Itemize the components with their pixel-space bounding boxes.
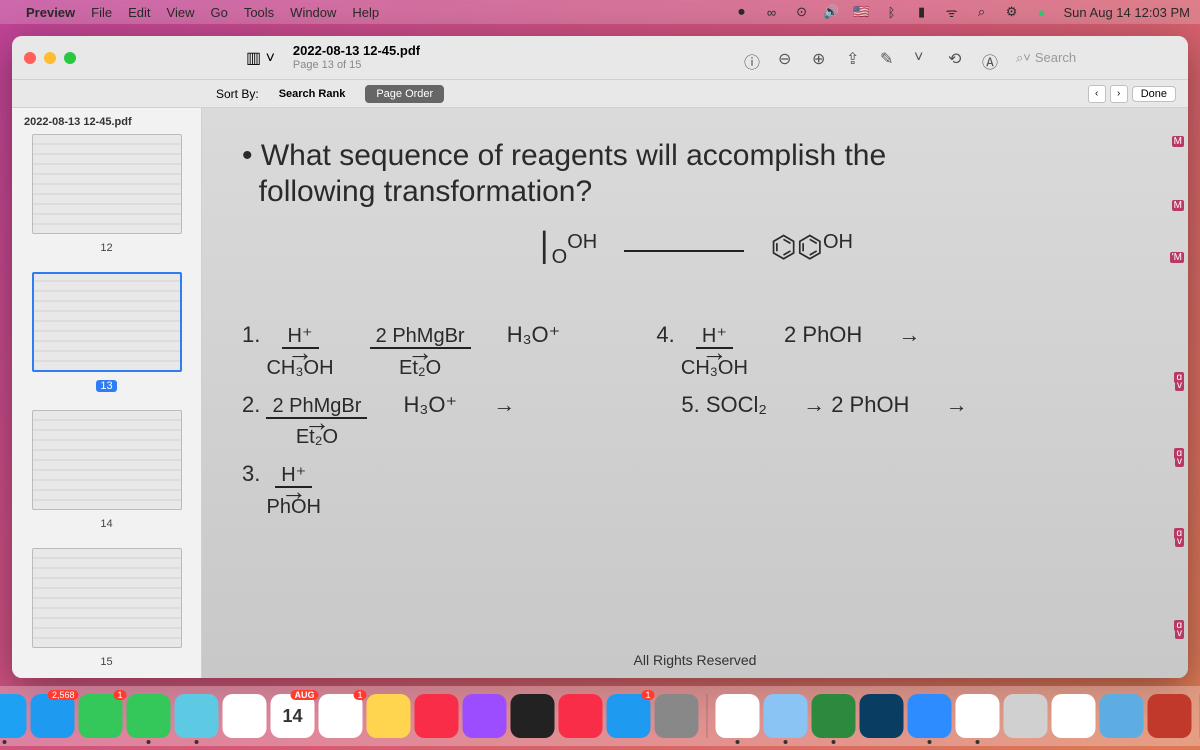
menu-view[interactable]: View — [167, 5, 195, 20]
minimize-button[interactable] — [44, 52, 56, 64]
dock-tv[interactable] — [511, 694, 555, 738]
footer-text: All Rights Reserved — [634, 652, 757, 668]
sort-label: Sort By: — [216, 87, 259, 101]
spotlight-icon[interactable]: ⌕ — [974, 4, 990, 20]
dock-photos[interactable] — [223, 694, 267, 738]
menu-window[interactable]: Window — [290, 5, 336, 20]
dock-palette[interactable] — [1052, 694, 1096, 738]
answer-options: 1. H⁺→CH₃OH 2 PhMgBr→Et₂O H₃O⁺ 4. H⁺→CH₃… — [242, 309, 1148, 518]
zoom-in-icon[interactable]: ⊕ — [812, 49, 830, 67]
thumb-15[interactable]: 15 — [20, 548, 193, 670]
dock-chrome[interactable] — [716, 694, 760, 738]
dock-notes[interactable] — [367, 694, 411, 738]
dock-reminders[interactable]: 1 — [319, 694, 363, 738]
flag-icon[interactable]: 🇺🇸 — [854, 4, 870, 20]
app-name[interactable]: Preview — [26, 5, 75, 20]
dock-preview[interactable] — [764, 694, 808, 738]
traffic-lights — [24, 52, 76, 64]
preview-window: ▥ ˅ 2022-08-13 12-45.pdf Page 13 of 15 ⓘ… — [12, 36, 1188, 678]
dock-podcasts[interactable] — [463, 694, 507, 738]
sidebar-title: 2022-08-13 12-45.pdf — [20, 114, 193, 134]
dock-messages[interactable]: 1 — [79, 694, 123, 738]
scheme: ⎮OOH ⌬⌬OH — [242, 230, 1148, 269]
dock-news[interactable] — [559, 694, 603, 738]
wifi-icon[interactable]: ᯤ — [944, 4, 960, 20]
dock: 2,5681AUG1411 — [0, 686, 1200, 746]
markup-icon[interactable]: ✎ — [880, 49, 898, 67]
prev-result[interactable]: ‹ — [1088, 85, 1106, 103]
search-icon: ⌕˅ — [1016, 50, 1031, 66]
done-button[interactable]: Done — [1132, 86, 1176, 102]
maximize-button[interactable] — [64, 52, 76, 64]
title-info: 2022-08-13 12-45.pdf Page 13 of 15 — [293, 43, 420, 72]
search-placeholder: Search — [1035, 50, 1076, 65]
thumb-12[interactable]: 12 — [20, 134, 193, 256]
menu-go[interactable]: Go — [210, 5, 227, 20]
dock-mail[interactable]: 2,568 — [31, 694, 75, 738]
infinity-icon[interactable]: ∞ — [764, 4, 780, 20]
record-icon[interactable]: ⊙ — [794, 4, 810, 20]
sidebar: 2022-08-13 12-45.pdf 12 13 14 15 + — [12, 108, 202, 678]
question-line1: What sequence of reagents will accomplis… — [261, 139, 886, 172]
menu-help[interactable]: Help — [352, 5, 379, 20]
dock-app-m[interactable] — [812, 694, 856, 738]
zoom-out-icon[interactable]: ⊖ — [778, 49, 796, 67]
sortbar: Sort By: Search Rank Page Order ‹ › Done — [12, 80, 1188, 108]
question-line2: following transformation? — [259, 175, 593, 208]
rotate-icon[interactable]: ⟲ — [948, 49, 966, 67]
menubar: Preview File Edit View Go Tools Window H… — [0, 0, 1200, 24]
info-icon[interactable]: ⓘ — [744, 49, 762, 67]
dock-settings[interactable] — [655, 694, 699, 738]
titlebar: ▥ ˅ 2022-08-13 12-45.pdf Page 13 of 15 ⓘ… — [12, 36, 1188, 80]
sidebar-toggle-icon[interactable]: ▥ ˅ — [246, 48, 275, 68]
next-result[interactable]: › — [1110, 85, 1128, 103]
page-view: • What sequence of reagents will accompl… — [202, 108, 1188, 678]
thumb-14[interactable]: 14 — [20, 410, 193, 532]
dock-zoom[interactable] — [908, 694, 952, 738]
sort-search-rank[interactable]: Search Rank — [269, 86, 356, 102]
menu-file[interactable]: File — [91, 5, 112, 20]
page-indicator: Page 13 of 15 — [293, 59, 420, 72]
menu-edit[interactable]: Edit — [128, 5, 150, 20]
dock-facetime[interactable] — [127, 694, 171, 738]
highlight-icon[interactable]: Ⓐ — [982, 49, 1000, 67]
dock-appstore[interactable]: 1 — [607, 694, 651, 738]
dock-calendar[interactable]: AUG14 — [271, 694, 315, 738]
share-icon[interactable]: ⇪ — [846, 49, 864, 67]
chevron-down-icon[interactable]: ˅ — [914, 49, 932, 67]
dock-app-n[interactable] — [860, 694, 904, 738]
dock-book[interactable] — [1100, 694, 1144, 738]
doc-title: 2022-08-13 12-45.pdf — [293, 43, 420, 59]
dock-safari[interactable] — [0, 694, 27, 738]
dock-video[interactable] — [956, 694, 1000, 738]
battery-icon[interactable]: ▮ — [914, 4, 930, 20]
dock-atom[interactable] — [175, 694, 219, 738]
close-button[interactable] — [24, 52, 36, 64]
thumb-13[interactable]: 13 — [20, 272, 193, 394]
dock-tablet[interactable] — [1148, 694, 1192, 738]
search-field[interactable]: ⌕˅ Search — [1016, 50, 1176, 66]
bluetooth-icon[interactable]: ᛒ — [884, 4, 900, 20]
volume-icon[interactable]: 🔊 — [824, 4, 840, 20]
clock[interactable]: Sun Aug 14 12:03 PM — [1064, 5, 1190, 20]
sort-page-order[interactable]: Page Order — [365, 85, 444, 103]
rec-dot-icon: ● — [1034, 4, 1050, 20]
camera-icon[interactable]: ⏺ — [734, 4, 750, 20]
dock-printer[interactable] — [1004, 694, 1048, 738]
control-center-icon[interactable]: ⚙ — [1004, 4, 1020, 20]
dock-music[interactable] — [415, 694, 459, 738]
menu-tools[interactable]: Tools — [244, 5, 274, 20]
content-area[interactable]: • What sequence of reagents will accompl… — [202, 108, 1188, 678]
